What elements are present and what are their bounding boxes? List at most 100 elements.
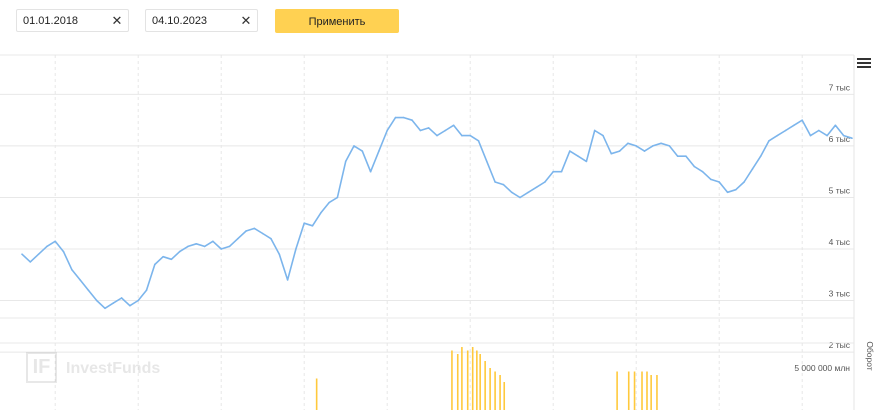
investfunds-logo-icon: IF — [26, 352, 57, 383]
price-point — [436, 134, 438, 137]
price-point — [801, 119, 803, 121]
volume-bar — [503, 382, 506, 410]
volume-bar — [641, 371, 643, 410]
price-point — [652, 145, 654, 147]
price-point — [577, 155, 579, 158]
price-point — [834, 124, 837, 127]
price-point — [793, 124, 795, 127]
price-point — [187, 245, 189, 248]
hamburger-menu-icon[interactable] — [857, 58, 871, 70]
date-from-input[interactable] — [23, 13, 103, 29]
price-point — [477, 139, 480, 142]
price-point — [320, 212, 322, 214]
price-point — [104, 307, 106, 310]
price-point — [668, 145, 671, 147]
y-tick-label: 4 тыс — [829, 237, 851, 247]
watermark-text: InvestFunds — [66, 360, 161, 377]
y-tick-label: 5 тыс — [829, 185, 851, 195]
price-point — [469, 134, 472, 137]
price-point — [62, 250, 65, 253]
price-point — [809, 134, 812, 137]
price-point — [710, 178, 712, 181]
price-point — [245, 230, 247, 232]
volume-bar — [650, 375, 652, 410]
price-point — [842, 134, 845, 137]
price-point — [394, 116, 397, 119]
price-point — [735, 188, 737, 191]
price-point — [486, 160, 488, 163]
apply-button[interactable]: Применить — [275, 9, 399, 33]
volume-bar — [646, 371, 648, 410]
price-point — [544, 181, 546, 183]
y-tick-label: 7 тыс — [829, 82, 851, 92]
price-point — [701, 170, 704, 173]
date-to-field[interactable]: ✕ — [145, 9, 258, 32]
price-point — [278, 253, 281, 255]
price-point — [95, 299, 98, 302]
price-point — [137, 299, 139, 302]
date-from-field[interactable]: ✕ — [16, 9, 129, 32]
price-point — [510, 191, 513, 194]
price-point — [228, 245, 231, 248]
price-point — [751, 168, 754, 170]
price-point — [54, 240, 56, 243]
price-point — [444, 129, 447, 132]
volume-bar — [494, 371, 496, 410]
price-point — [87, 289, 90, 292]
price-point — [212, 240, 214, 243]
volume-bar — [484, 361, 486, 410]
price-point — [270, 237, 272, 240]
price-point — [527, 191, 530, 194]
volume-bar — [479, 354, 481, 410]
price-point — [170, 258, 173, 261]
price-chart[interactable]: 2 тыс 3 тыс 4 тыс 5 тыс 6 тыс 7 тыс 5 000 000 … — [0, 38, 877, 412]
price-point — [618, 150, 621, 152]
price-point — [71, 268, 73, 271]
price-point — [718, 181, 720, 183]
price-point — [776, 134, 779, 137]
price-point — [178, 250, 181, 253]
y-tick-label: 2 тыс — [829, 340, 851, 350]
clear-date-to-icon[interactable]: ✕ — [240, 13, 252, 28]
price-point — [220, 248, 222, 250]
volume-bar — [499, 375, 501, 410]
price-point — [726, 191, 729, 194]
price-point — [676, 155, 679, 158]
volume-bar — [476, 350, 478, 410]
price-point — [427, 127, 430, 129]
price-point — [602, 134, 604, 137]
price-point — [295, 248, 297, 250]
price-point — [660, 142, 662, 145]
price-point — [386, 129, 389, 132]
price-point — [569, 150, 571, 152]
volume-bar — [456, 354, 459, 410]
price-point — [818, 129, 820, 132]
price-point — [303, 222, 306, 225]
volume-bar — [471, 347, 474, 410]
volume-bar — [461, 347, 463, 410]
price-point — [195, 243, 198, 245]
date-to-input[interactable] — [152, 13, 232, 29]
price-point — [411, 119, 413, 121]
price-point — [237, 237, 239, 240]
price-point — [286, 279, 289, 281]
price-point — [120, 297, 123, 299]
price-point — [452, 124, 455, 127]
price-point — [369, 170, 372, 173]
volume-bar — [466, 350, 469, 410]
clear-date-from-icon[interactable]: ✕ — [111, 13, 123, 28]
volume-bar — [616, 371, 618, 410]
volume-bar — [315, 378, 318, 410]
volume-axis-label: Оборот — [865, 341, 875, 370]
price-point — [826, 134, 828, 137]
price-point — [203, 245, 206, 248]
volume-bar — [451, 350, 453, 410]
price-point — [494, 181, 496, 183]
price-point — [353, 145, 355, 147]
price-point — [585, 160, 588, 163]
price-point — [129, 304, 131, 307]
volume-bar — [656, 375, 658, 410]
price-point — [311, 225, 314, 227]
price-point — [519, 196, 521, 199]
price-point — [261, 232, 264, 235]
